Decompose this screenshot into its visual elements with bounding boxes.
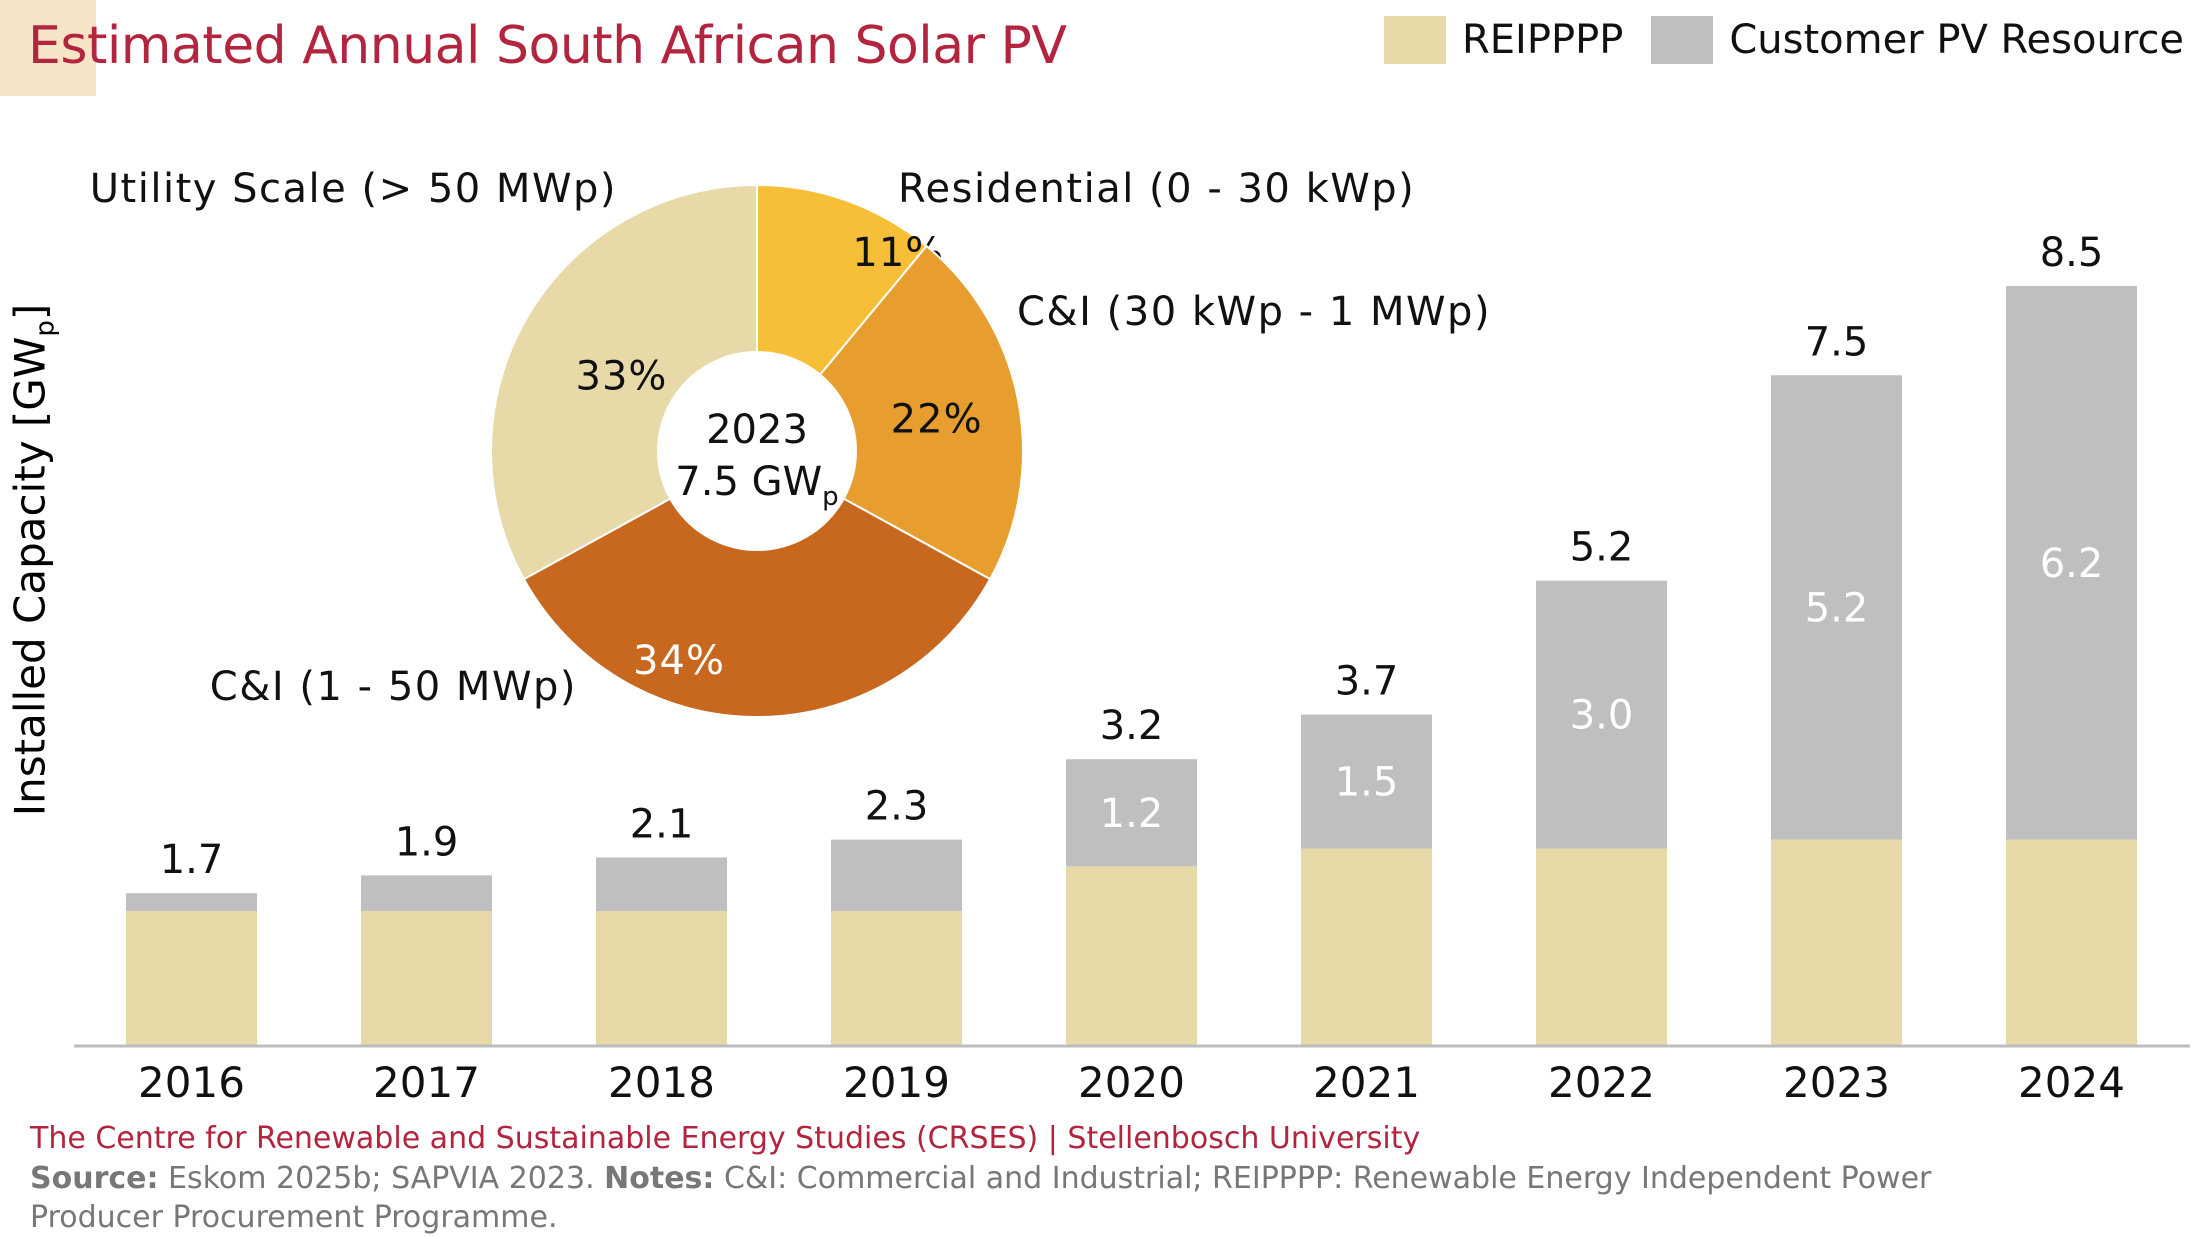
bar-reipppp-2018 (596, 911, 727, 1045)
pie-slice-ci-small (755, 244, 1024, 581)
bar-reipppp-2020 (1066, 866, 1197, 1045)
bar-total-label-2020: 3.2 (1100, 703, 1164, 749)
bar-reipppp-2016 (126, 911, 257, 1045)
pie-slice-ci-large (522, 449, 992, 718)
x-tick-label-2024: 2024 (2018, 1058, 2125, 1107)
x-tick-label-2020: 2020 (1078, 1058, 1185, 1107)
bar-customer-pv-2023 (1771, 375, 1902, 840)
bar-customer-pv-2020 (1066, 759, 1197, 867)
pie-percent-label-ci-small: 22% (891, 396, 983, 442)
footer-organization: The Centre for Renewable and Sustainable… (30, 1121, 1421, 1156)
legend-item-reipppp: REIPPPP (1383, 16, 1624, 64)
notes-label: Notes: (604, 1161, 715, 1196)
x-tick-label-2017: 2017 (373, 1058, 480, 1107)
bar-total-label-2022: 5.2 (1570, 525, 1634, 571)
bar-segment-label-2021: 1.5 (1335, 760, 1399, 806)
bar-customer-pv-2017 (361, 875, 492, 912)
bar-segment-label-2022: 3.0 (1570, 693, 1634, 739)
pie-category-label-utility-scale: Utility Scale (> 50 MWp) (90, 166, 617, 212)
bar-reipppp-2022 (1536, 848, 1667, 1045)
bar-reipppp-2019 (831, 911, 962, 1045)
donut-center-year: 2023 (706, 407, 808, 453)
pie-category-label-residential: Residential (0 - 30 kWp) (898, 166, 1415, 212)
x-tick-label-2016: 2016 (138, 1058, 245, 1107)
x-tick-label-2022: 2022 (1548, 1058, 1655, 1107)
bar-total-label-2021: 3.7 (1335, 659, 1399, 705)
bar-total-label-2019: 2.3 (865, 784, 929, 830)
notes-text: C&I: Commercial and Industrial; REIPPPP:… (30, 1161, 1932, 1235)
bar-total-label-2023: 7.5 (1805, 319, 1869, 365)
bar-segment-label-2024: 6.2 (2040, 541, 2104, 587)
footer-source-notes: Source: Eskom 2025b; SAPVIA 2023. Notes:… (30, 1159, 1990, 1237)
bar-reipppp-2017 (361, 911, 492, 1045)
pie-category-label-ci-small: C&I (30 kWp - 1 MWp) (1017, 289, 1491, 335)
donut-center-value-text: 7.5 GW (675, 459, 822, 505)
bar-customer-pv-2018 (596, 857, 727, 912)
bar-customer-pv-2022 (1536, 580, 1667, 849)
pie-percent-label-utility-scale: 33% (576, 353, 668, 399)
bar-reipppp-2021 (1301, 848, 1432, 1045)
bar-customer-pv-2024 (2006, 285, 2137, 840)
legend-label-reipppp: REIPPPP (1461, 17, 1624, 63)
bar-total-label-2018: 2.1 (630, 801, 694, 847)
bar-segment-label-2020: 1.2 (1100, 791, 1164, 837)
pie-category-label-ci-large: C&I (1 - 50 MWp) (210, 664, 577, 710)
pie-percent-label-ci-large: 34% (633, 638, 725, 684)
bar-total-label-2024: 8.5 (2040, 230, 2104, 276)
bar-reipppp-2024 (2006, 839, 2137, 1045)
source-text: Eskom 2025b; SAPVIA 2023. (158, 1161, 605, 1196)
legend-label-customer-pv: Customer PV Resource (1729, 17, 2184, 63)
bar-reipppp-2023 (1771, 839, 1902, 1045)
bar-customer-pv-2016 (126, 893, 257, 912)
x-tick-label-2018: 2018 (608, 1058, 715, 1107)
bar-customer-pv-2019 (831, 839, 962, 912)
title-highlight (0, 0, 96, 96)
legend-swatch-customer-pv (1651, 16, 1714, 64)
bar-total-label-2016: 1.7 (160, 837, 224, 883)
donut-center-value-sub: p (822, 482, 839, 512)
legend: REIPPPP Customer PV Resource (1383, 16, 2184, 64)
bar-customer-pv-2021 (1301, 714, 1432, 849)
bar-segment-label-2023: 5.2 (1805, 585, 1869, 631)
x-tick-label-2019: 2019 (843, 1058, 950, 1107)
legend-item-customer-pv: Customer PV Resource (1651, 16, 2184, 64)
donut-center-value: 7.5 GWp (675, 459, 838, 512)
source-label: Source: (30, 1161, 159, 1196)
bar-total-label-2017: 1.9 (395, 819, 459, 865)
x-tick-label-2023: 2023 (1783, 1058, 1890, 1107)
legend-swatch-reipppp (1383, 16, 1446, 64)
chart-title: Estimated Annual South African Solar PV (28, 16, 1067, 76)
x-tick-label-2021: 2021 (1313, 1058, 1420, 1107)
donut-hole (657, 351, 857, 551)
